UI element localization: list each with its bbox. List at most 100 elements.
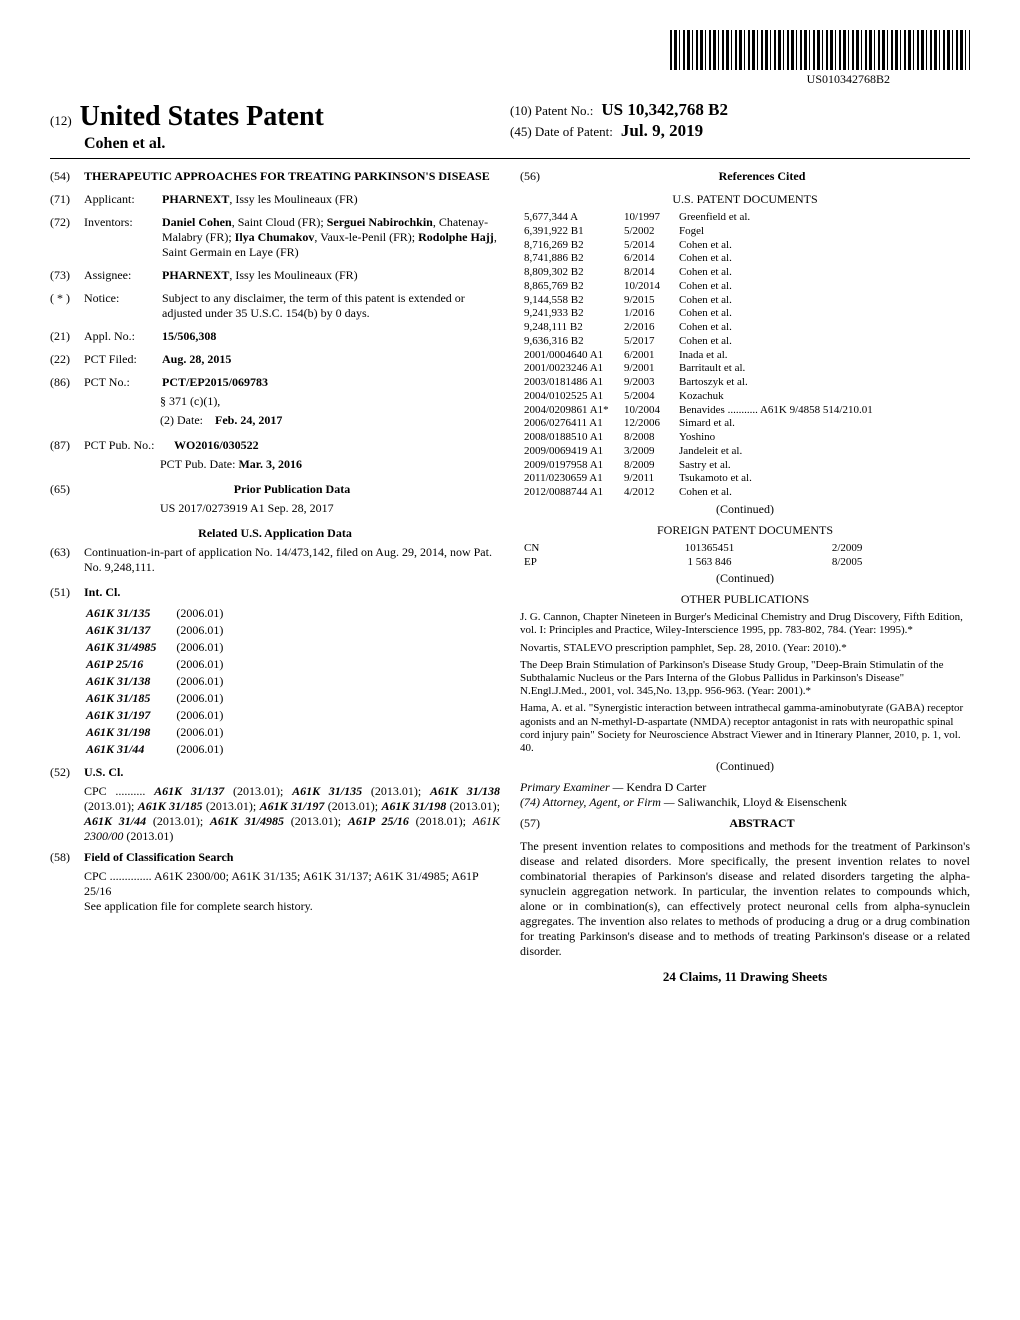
ref-inventor: Kozachuk (675, 390, 970, 404)
code-63: (63) (50, 545, 84, 575)
heading-65: Prior Publication Data (84, 482, 500, 497)
abstract-body: The present invention relates to composi… (520, 839, 970, 959)
ref-inventor: Inada et al. (675, 349, 970, 363)
ref-inventor: Cohen et al. (675, 280, 970, 294)
field-search-1: CPC .............. A61K 2300/00; A61K 31… (84, 869, 500, 899)
ipc-code: A61K 31/197 (86, 708, 174, 723)
other-pub-item: The Deep Brain Stimulation of Parkinson'… (520, 659, 970, 699)
label-notice: Notice: (84, 291, 162, 321)
sub-87: PCT Pub. Date: Mar. 3, 2016 (50, 457, 500, 472)
ref-inventor: Sastry et al. (675, 459, 970, 473)
ref-num: 6,391,922 B1 (520, 225, 620, 239)
ref-num: 2004/0209861 A1* (520, 404, 620, 418)
label-52: U.S. Cl. (84, 765, 500, 780)
ref-inventor: Cohen et al. (675, 486, 970, 500)
ref-num: 2009/0069419 A1 (520, 445, 620, 459)
ref-num: 9,144,558 B2 (520, 294, 620, 308)
code-51: (51) (50, 585, 84, 600)
ref-num: 2001/0004640 A1 (520, 349, 620, 363)
foreign-continued: (Continued) (520, 571, 970, 586)
code-54: (54) (50, 169, 84, 184)
ref-date: 9/2011 (620, 472, 675, 486)
code-21: (21) (50, 329, 84, 344)
other-pub-item: J. G. Cannon, Chapter Nineteen in Burger… (520, 611, 970, 637)
code-22: (22) (50, 352, 84, 367)
ref-num: 5,677,344 A (520, 211, 620, 225)
foreign-num: 1 563 846 (591, 556, 828, 570)
field-search-2: See application file for complete search… (84, 899, 500, 914)
other-continued: (Continued) (520, 759, 970, 774)
foreign-table: CN1013654512/2009EP1 563 8468/2005 (520, 542, 970, 570)
body-notice: Subject to any disclaimer, the term of t… (162, 291, 500, 321)
patent-no: US 10,342,768 B2 (601, 99, 728, 120)
ref-date: 12/2006 (620, 417, 675, 431)
code-52: (52) (50, 765, 84, 780)
int-cl-table: A61K 31/135(2006.01)A61K 31/137(2006.01)… (84, 604, 243, 759)
foreign-date: 8/2005 (828, 556, 970, 570)
code-56: (56) (520, 169, 554, 184)
header-tag-12: (12) (50, 113, 72, 129)
foreign-cc: EP (520, 556, 591, 570)
ref-date: 9/2001 (620, 362, 675, 376)
ref-num: 9,636,316 B2 (520, 335, 620, 349)
barcode-block (50, 30, 970, 70)
us-cl-body: CPC .......... A61K 31/137 (2013.01); A6… (84, 784, 500, 844)
sub-86-1: § 371 (c)(1), (50, 394, 500, 409)
ipc-year: (2006.01) (176, 691, 241, 706)
claims-line: 24 Claims, 11 Drawing Sheets (520, 969, 970, 985)
other-heading: OTHER PUBLICATIONS (520, 592, 970, 607)
ipc-code: A61K 31/138 (86, 674, 174, 689)
code-58: (58) (50, 850, 84, 865)
ipc-code: A61K 31/185 (86, 691, 174, 706)
ipc-code: A61P 25/16 (86, 657, 174, 672)
ref-date: 5/2004 (620, 390, 675, 404)
ref-date: 8/2014 (620, 266, 675, 280)
ref-inventor: Cohen et al. (675, 294, 970, 308)
header-inventors: Cohen et al. (50, 134, 510, 154)
label-73: Assignee: (84, 268, 162, 283)
ref-num: 2011/0230659 A1 (520, 472, 620, 486)
ref-date: 10/2004 (620, 404, 675, 418)
ref-inventor: Cohen et al. (675, 239, 970, 253)
label-58: Field of Classification Search (84, 850, 500, 865)
ref-inventor: Cohen et al. (675, 335, 970, 349)
ipc-year: (2006.01) (176, 640, 241, 655)
ref-date: 5/2002 (620, 225, 675, 239)
ref-inventor: Greenfield et al. (675, 211, 970, 225)
foreign-num: 101365451 (591, 542, 828, 556)
label-21: Appl. No.: (84, 329, 162, 344)
label-51: Int. Cl. (84, 585, 500, 600)
ref-num: 2012/0088744 A1 (520, 486, 620, 500)
body-71: PHARNEXT, Issy les Moulineaux (FR) (162, 192, 500, 207)
ref-num: 9,241,933 B2 (520, 307, 620, 321)
title-54: THERAPEUTIC APPROACHES FOR TREATING PARK… (84, 169, 500, 184)
ref-num: 2004/0102525 A1 (520, 390, 620, 404)
ref-inventor: Cohen et al. (675, 266, 970, 280)
ref-date: 4/2012 (620, 486, 675, 500)
ipc-code: A61K 31/137 (86, 623, 174, 638)
ref-num: 8,809,302 B2 (520, 266, 620, 280)
ref-num: 2009/0197958 A1 (520, 459, 620, 473)
ipc-year: (2006.01) (176, 674, 241, 689)
us-patents-heading: U.S. PATENT DOCUMENTS (520, 192, 970, 207)
ref-inventor: Cohen et al. (675, 252, 970, 266)
ref-inventor: Benavides ........... A61K 9/4858 514/21… (675, 404, 970, 418)
header-title: United States Patent (80, 99, 324, 134)
ref-num: 2003/0181486 A1 (520, 376, 620, 390)
main-columns: (54) THERAPEUTIC APPROACHES FOR TREATING… (50, 169, 970, 985)
heading-57: ABSTRACT (554, 816, 970, 831)
ipc-year: (2006.01) (176, 725, 241, 740)
ref-num: 2006/0276411 A1 (520, 417, 620, 431)
ipc-year: (2006.01) (176, 657, 241, 672)
ipc-year: (2006.01) (176, 623, 241, 638)
ref-date: 2/2016 (620, 321, 675, 335)
code-72: (72) (50, 215, 84, 260)
code-65: (65) (50, 482, 84, 497)
ipc-year: (2006.01) (176, 742, 241, 757)
label-22: PCT Filed: (84, 352, 162, 367)
code-57: (57) (520, 816, 554, 831)
ref-num: 9,248,111 B2 (520, 321, 620, 335)
other-pub-item: Novartis, STALEVO prescription pamphlet,… (520, 642, 970, 655)
body-22: Aug. 28, 2015 (162, 352, 500, 367)
foreign-date: 2/2009 (828, 542, 970, 556)
